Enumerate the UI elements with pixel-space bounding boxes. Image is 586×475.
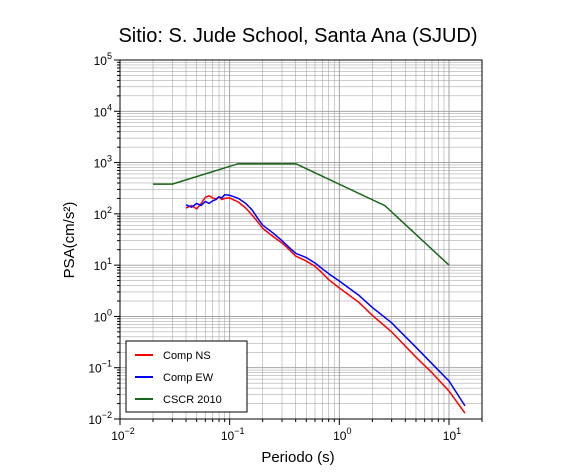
tick-label: 101 — [94, 256, 112, 273]
legend-label: Comp EW — [163, 372, 214, 384]
tick-label: 10−1 — [221, 426, 245, 443]
series-group — [153, 162, 466, 414]
tick-label: 10−2 — [88, 410, 112, 427]
y-axis-label: PSA(cm/s²) — [61, 202, 78, 279]
tick-label: 104 — [94, 102, 112, 119]
tick-label: 100 — [94, 307, 112, 324]
tick-labels: 10−2 10−1 100 101 10−2 10−1 100 101 102 103 104 105 — [88, 51, 461, 443]
legend: Comp NS Comp EW CSCR 2010 — [125, 340, 248, 413]
tick-label: 103 — [94, 154, 112, 171]
series-line-2 — [185, 194, 466, 407]
legend-label: Comp NS — [163, 350, 211, 362]
tick-label: 102 — [94, 205, 112, 222]
legend-label: CSCR 2010 — [163, 394, 222, 406]
chart-title: Sitio: S. Jude School, Santa Ana (SJUD) — [118, 25, 477, 47]
series-line-3 — [153, 162, 450, 266]
tick-label: 105 — [94, 51, 112, 68]
tick-label: 10−2 — [111, 426, 135, 443]
ticks — [114, 59, 483, 425]
series-line-1 — [185, 195, 466, 414]
tick-label: 101 — [443, 426, 461, 443]
tick-label: 10−1 — [88, 359, 112, 376]
plot-frame — [119, 59, 483, 420]
grid — [119, 59, 483, 420]
x-axis-label: Periodo (s) — [261, 449, 334, 466]
tick-label: 100 — [333, 426, 351, 443]
